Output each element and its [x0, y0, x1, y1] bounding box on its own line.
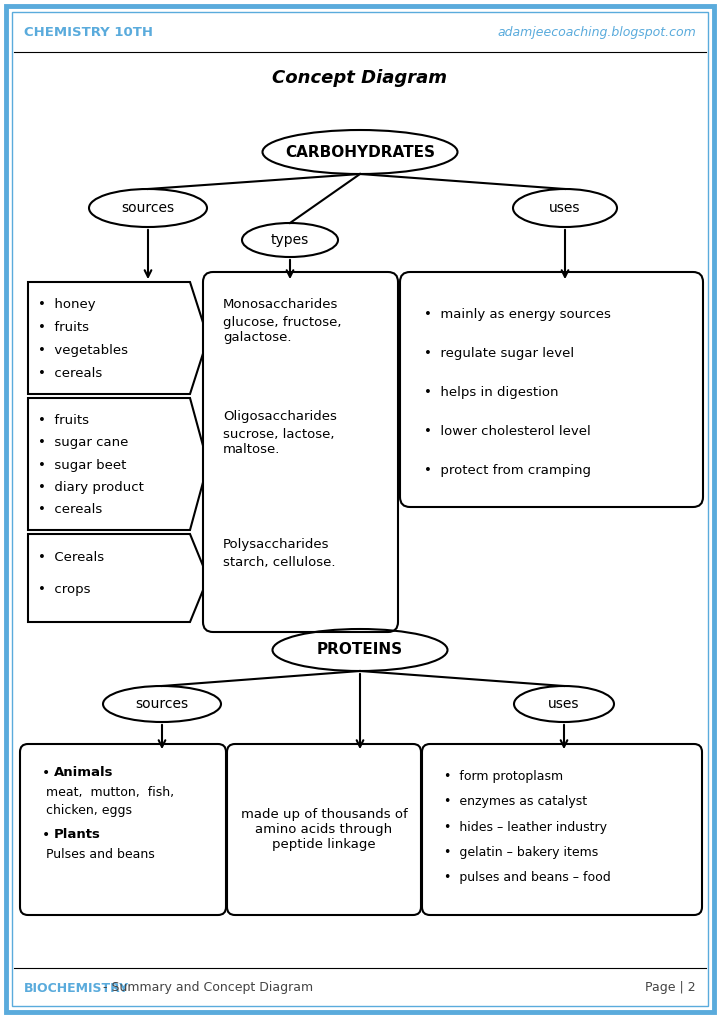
- Text: Pulses and beans: Pulses and beans: [46, 848, 155, 861]
- FancyBboxPatch shape: [227, 744, 421, 915]
- Text: starch, cellulose.: starch, cellulose.: [223, 556, 336, 569]
- FancyBboxPatch shape: [20, 744, 226, 915]
- Text: •  vegetables: • vegetables: [38, 344, 128, 357]
- Text: •  honey: • honey: [38, 298, 96, 312]
- Text: PROTEINS: PROTEINS: [317, 642, 403, 658]
- Text: Plants: Plants: [54, 828, 101, 841]
- Text: Page | 2: Page | 2: [645, 981, 696, 995]
- Text: •  pulses and beans – food: • pulses and beans – food: [444, 871, 611, 884]
- Text: Monosaccharides: Monosaccharides: [223, 298, 338, 312]
- Text: made up of thousands of
amino acids through
peptide linkage: made up of thousands of amino acids thro…: [240, 808, 408, 851]
- Text: sucrose, lactose,
maltose.: sucrose, lactose, maltose.: [223, 428, 335, 456]
- Text: - Summary and Concept Diagram: - Summary and Concept Diagram: [99, 981, 313, 995]
- Text: CHEMISTRY 10TH: CHEMISTRY 10TH: [24, 25, 153, 39]
- Text: •  sugar beet: • sugar beet: [38, 459, 127, 471]
- FancyBboxPatch shape: [422, 744, 702, 915]
- Text: •  cereals: • cereals: [38, 503, 102, 516]
- Text: •  form protoplasm: • form protoplasm: [444, 770, 563, 783]
- Text: •  diary product: • diary product: [38, 482, 144, 494]
- Text: Concept Diagram: Concept Diagram: [272, 69, 448, 87]
- Text: •  protect from cramping: • protect from cramping: [424, 464, 591, 477]
- Text: •  cereals: • cereals: [38, 366, 102, 380]
- Text: •  lower cholesterol level: • lower cholesterol level: [424, 425, 590, 438]
- Text: adamjeecoaching.blogspot.com: adamjeecoaching.blogspot.com: [498, 25, 696, 39]
- Text: glucose, fructose,
galactose.: glucose, fructose, galactose.: [223, 316, 341, 344]
- Text: uses: uses: [548, 697, 580, 711]
- Text: •  crops: • crops: [38, 583, 91, 597]
- Text: •: •: [42, 828, 50, 842]
- Text: •  Cereals: • Cereals: [38, 551, 104, 564]
- Text: CARBOHYDRATES: CARBOHYDRATES: [285, 145, 435, 160]
- Text: Polysaccharides: Polysaccharides: [223, 538, 330, 551]
- Text: Animals: Animals: [54, 766, 114, 779]
- Text: BIOCHEMISTRY: BIOCHEMISTRY: [24, 981, 129, 995]
- FancyBboxPatch shape: [400, 272, 703, 507]
- Text: •: •: [42, 766, 50, 780]
- Text: types: types: [271, 233, 309, 247]
- Text: sources: sources: [135, 697, 189, 711]
- Text: meat,  mutton,  fish,: meat, mutton, fish,: [46, 786, 174, 799]
- Text: chicken, eggs: chicken, eggs: [46, 804, 132, 817]
- Text: •  sugar cane: • sugar cane: [38, 437, 128, 450]
- Text: Oligosaccharides: Oligosaccharides: [223, 410, 337, 423]
- Text: •  fruits: • fruits: [38, 321, 89, 334]
- Text: •  regulate sugar level: • regulate sugar level: [424, 347, 574, 360]
- Text: •  mainly as energy sources: • mainly as energy sources: [424, 308, 611, 321]
- FancyBboxPatch shape: [203, 272, 398, 632]
- Text: uses: uses: [549, 201, 581, 215]
- Text: •  helps in digestion: • helps in digestion: [424, 386, 559, 399]
- Text: •  fruits: • fruits: [38, 414, 89, 428]
- Text: •  enzymes as catalyst: • enzymes as catalyst: [444, 795, 587, 808]
- Text: sources: sources: [122, 201, 174, 215]
- Text: •  gelatin – bakery items: • gelatin – bakery items: [444, 846, 598, 859]
- Text: •  hides – leather industry: • hides – leather industry: [444, 821, 607, 834]
